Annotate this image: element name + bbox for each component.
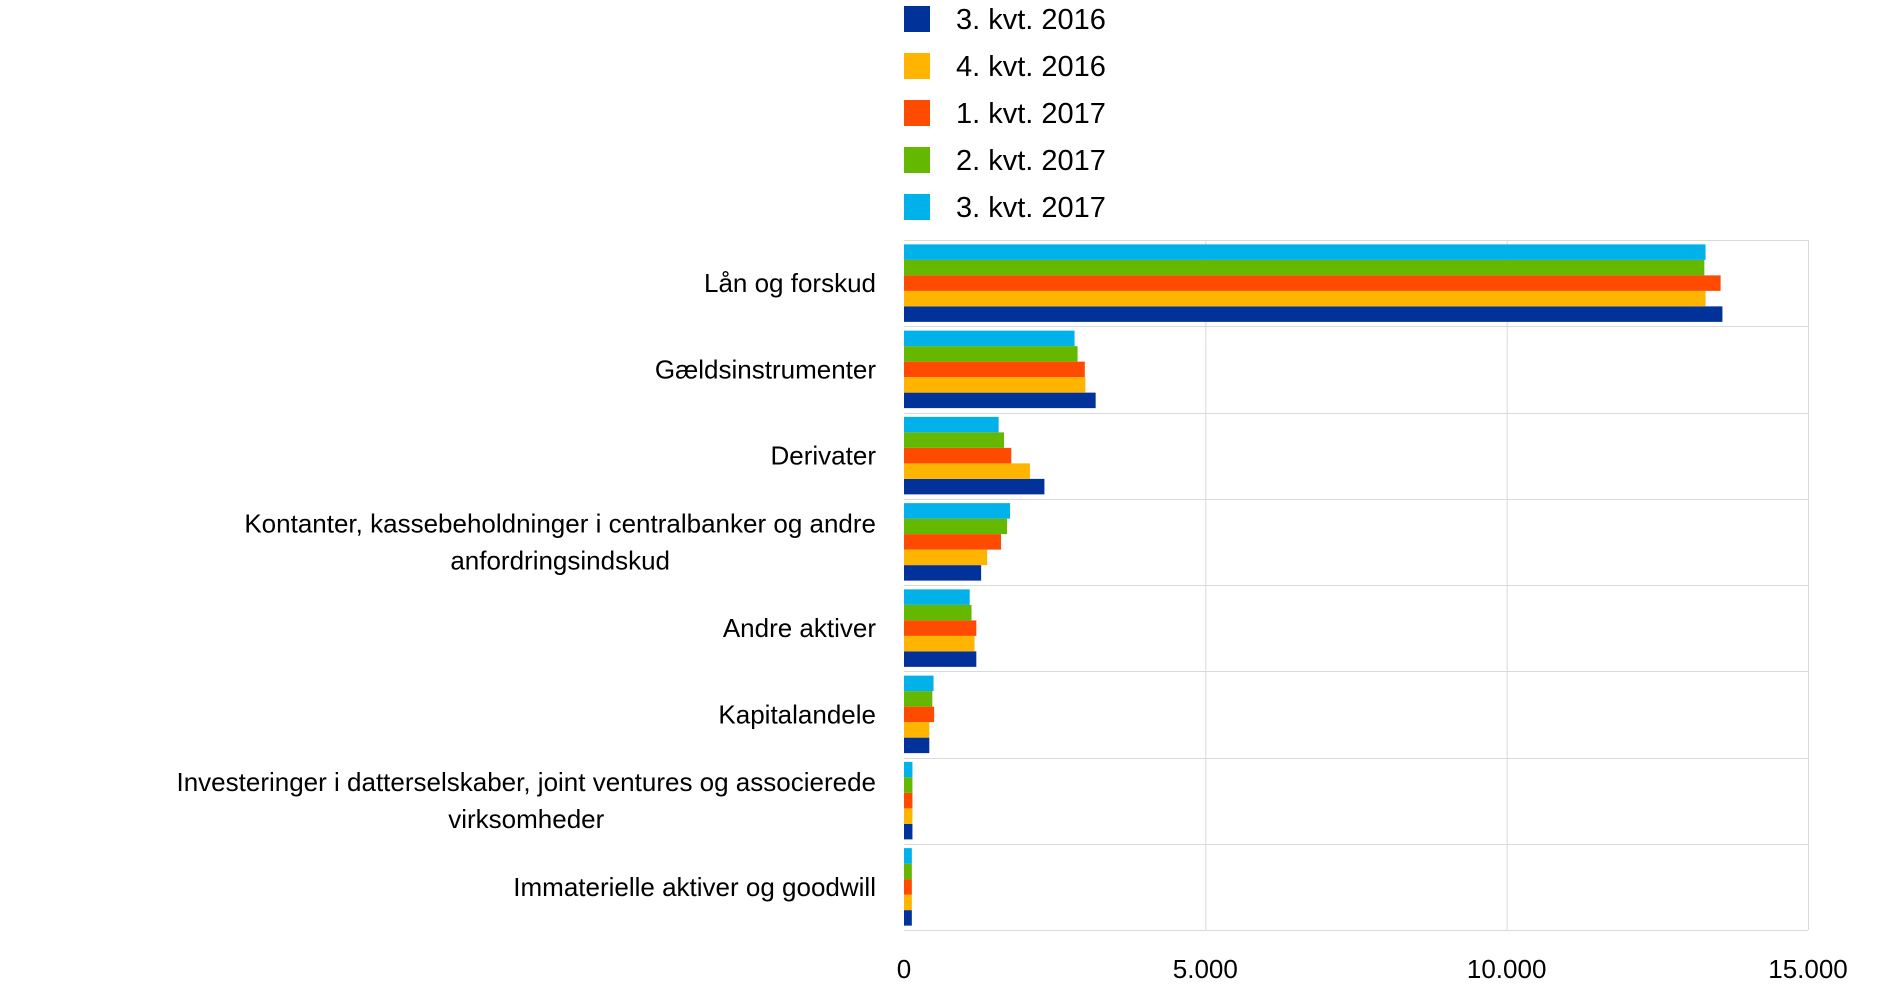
bar [904,879,912,895]
category-label: Derivater [771,441,877,471]
x-tick-label: 5.000 [1173,954,1238,984]
category-label: Lån og forskud [704,268,876,298]
legend-swatch [904,147,930,173]
legend-label: 4. kvt. 2016 [956,51,1106,83]
category-label: Kontanter, kassebeholdninger i centralba… [244,508,876,538]
bar [904,863,912,880]
legend-label: 3. kvt. 2017 [956,192,1106,224]
bar [904,706,935,723]
bar [904,290,1706,307]
category-label: virksomheder [448,804,604,834]
bar [904,823,913,840]
bar [904,777,913,793]
legend-label: 2. kvt. 2017 [956,145,1106,177]
bar [904,620,977,636]
bar [904,549,988,566]
legend-label: 3. kvt. 2016 [956,4,1106,36]
category-labels: Lån og forskud Gældsinstrumenter Derivater… [177,268,877,902]
legend-swatch [904,53,930,79]
category-label: Gældsinstrumenter [655,354,876,384]
bar [904,761,913,778]
legend: 3. kvt. 2016 4. kvt. 2016 1. kvt. 2017 2. k… [904,4,1106,224]
bar [904,361,1085,378]
bar [904,808,913,824]
x-axis-tick-labels: 0 5.000 10.000 15.000 [897,954,1848,984]
x-tick-label: 15.000 [1768,954,1848,984]
bar [904,675,934,692]
bar [904,244,1706,260]
bar [904,910,912,926]
bars [904,244,1723,926]
bar [904,259,1705,276]
bar [904,589,970,605]
bar [904,792,913,809]
bar [904,416,999,433]
legend-label: 1. kvt. 2017 [956,98,1106,130]
bar [904,635,975,652]
legend-swatch [904,6,930,32]
category-label: Investeringer i datterselskaber, joint v… [177,767,877,797]
legend-swatch [904,194,930,220]
category-label: anfordringsindskud [450,545,670,575]
x-tick-label: 0 [897,954,911,984]
bar [904,565,982,581]
bar [904,377,1086,393]
category-label: Immaterielle aktiver og goodwill [513,872,876,902]
bar [904,432,1005,448]
bar [904,518,1008,535]
legend-swatch [904,100,930,126]
bar [904,503,1011,519]
bar [904,604,972,621]
category-label: Andre aktiver [723,613,877,643]
bar [904,691,933,707]
category-label: Kapitalandele [718,699,876,729]
bar [904,392,1096,409]
bar [904,306,1723,322]
bar [904,722,930,738]
bar [904,737,930,754]
bar [904,330,1075,347]
bar [904,346,1078,362]
bar [904,894,912,911]
bar [904,848,912,864]
bar [904,478,1045,495]
gridlines [904,240,1809,931]
bar [904,534,1002,550]
bar [904,651,977,667]
bar [904,275,1721,291]
bar [904,463,1030,479]
x-tick-label: 10.000 [1467,954,1547,984]
bar [904,447,1012,464]
